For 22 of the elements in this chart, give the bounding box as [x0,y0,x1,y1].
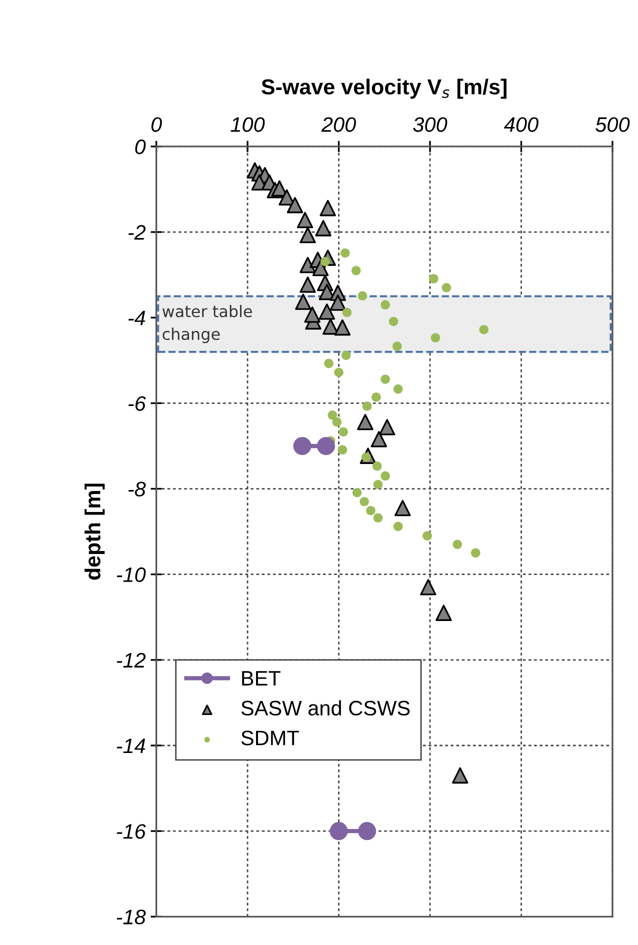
y-tick-label: -14 [116,738,146,754]
x-axis-title: S-wave velocity V$_{s}$ [m/s] [262,78,506,99]
x-tick-label: 500 [596,117,630,132]
y-tick-label: -2 [128,225,146,240]
y-tick-label: -12 [116,652,146,668]
y-tick-label: -4 [128,310,146,326]
y-tick-label: -6 [128,396,146,411]
y-tick-label: -18 [116,910,146,924]
y-tick-label: -10 [116,567,146,582]
legend-label: SASW and CSWS [241,700,410,716]
y-tick-label: -8 [128,482,146,497]
x-tick-label: 100 [230,117,265,132]
y-tick-label: 0 [135,139,146,154]
y-axis-title: depth [m] [84,484,105,580]
y-tick-label: -16 [116,824,146,839]
x-tick-label: 0 [151,117,162,132]
legend-label: BET [242,671,280,686]
legend-label: SDMT [241,730,299,746]
x-tick-label: 200 [321,117,356,132]
band-label: water table change [162,304,252,344]
x-tick-label: 400 [504,117,538,132]
x-tick-label: 300 [413,117,448,132]
